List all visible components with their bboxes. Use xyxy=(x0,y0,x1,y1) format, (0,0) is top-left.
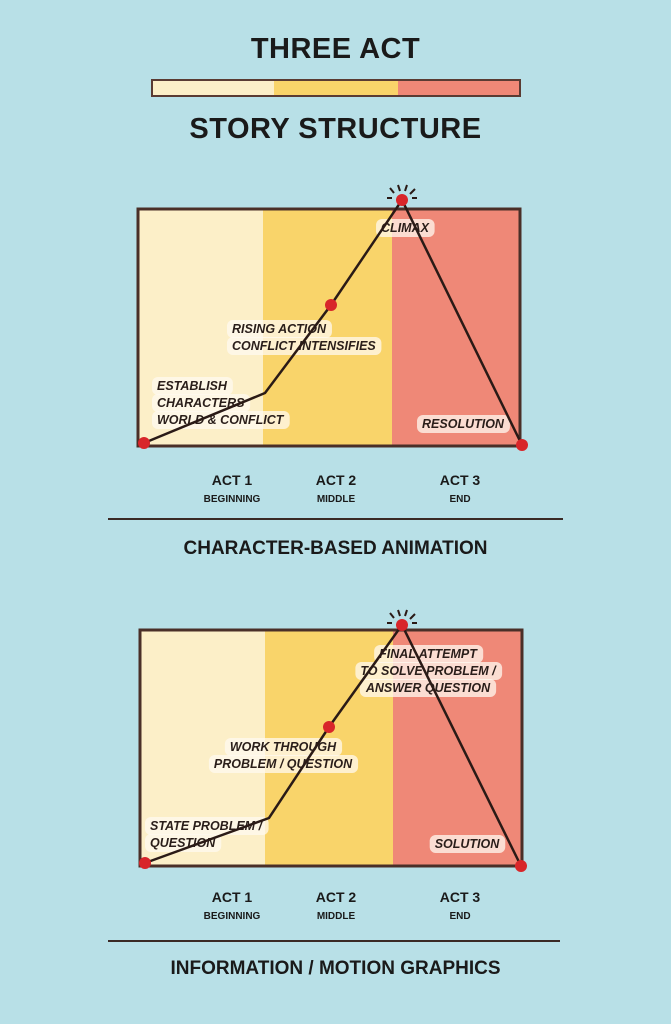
label-highlight xyxy=(376,219,435,237)
act-2: ACT 2 MIDDLE xyxy=(276,889,396,922)
act-name: ACT 3 xyxy=(439,472,481,488)
label-highlight xyxy=(429,835,506,853)
divider xyxy=(108,940,560,942)
label-highlight xyxy=(374,645,484,663)
label-end: RESOLUTION xyxy=(422,417,505,431)
bar-act3 xyxy=(398,81,519,95)
act-name: ACT 2 xyxy=(315,472,357,488)
label-start: QUESTION xyxy=(150,836,216,850)
plot-point xyxy=(139,857,151,869)
act-name: ACT 1 xyxy=(211,889,253,905)
act-name: ACT 2 xyxy=(315,889,357,905)
label-highlight xyxy=(152,377,233,395)
label-highlight xyxy=(208,755,359,773)
act-1: ACT 1 BEGINNING xyxy=(172,889,292,922)
act-name: ACT 3 xyxy=(439,889,481,905)
act-sub: BEGINNING xyxy=(203,494,261,505)
label-end: SOLUTION xyxy=(435,837,501,851)
divider xyxy=(108,518,563,520)
plot-point xyxy=(396,194,408,206)
diagram-frame xyxy=(136,207,522,448)
plot-point xyxy=(396,619,408,631)
plot-point xyxy=(323,721,335,733)
act-3: ACT 3 END xyxy=(400,472,520,505)
label-highlight xyxy=(417,415,510,433)
act-name: ACT 1 xyxy=(211,472,253,488)
label-highlight xyxy=(145,834,222,852)
climax-spark xyxy=(389,612,395,619)
climax-spark xyxy=(409,613,416,620)
label-middle: WORK THROUGH xyxy=(230,740,337,754)
label-highlight xyxy=(227,337,382,355)
climax-spark xyxy=(404,609,408,617)
label-peak: TO SOLVE PROBLEM / xyxy=(360,664,497,678)
diagram-frame xyxy=(138,628,524,868)
caption-2: INFORMATION / MOTION GRAPHICS xyxy=(170,958,501,979)
plot-point xyxy=(325,299,337,311)
climax-spark xyxy=(397,184,401,192)
label-highlight xyxy=(227,320,332,338)
three-color-bar xyxy=(151,79,521,97)
act-sub: END xyxy=(449,911,471,922)
act-sub: MIDDLE xyxy=(316,911,356,922)
label-start: ESTABLISH xyxy=(157,379,228,393)
label-highlight xyxy=(359,679,497,697)
bar-act2 xyxy=(273,81,399,95)
label-start: WORLD & CONFLICT xyxy=(157,413,285,427)
climax-spark xyxy=(409,188,416,195)
climax-spark xyxy=(389,187,395,194)
act-sub: BEGINNING xyxy=(203,911,261,922)
plot-point xyxy=(138,437,150,449)
act-3-region xyxy=(392,209,520,446)
label-peak: ANSWER QUESTION xyxy=(365,681,491,695)
label-highlight xyxy=(355,662,503,680)
label-middle: RISING ACTION xyxy=(232,322,327,336)
plot-point xyxy=(515,860,527,872)
bar-act1 xyxy=(153,81,274,95)
label-start: CHARACTERS xyxy=(157,396,245,410)
label-peak: CLIMAX xyxy=(381,221,430,235)
label-peak: FINAL ATTEMPT xyxy=(379,647,478,661)
label-highlight xyxy=(152,394,251,412)
act-3: ACT 3 END xyxy=(400,889,520,922)
label-middle: PROBLEM / QUESTION xyxy=(214,757,353,771)
title-three-act: THREE ACT xyxy=(250,33,421,65)
act-sub: MIDDLE xyxy=(316,494,356,505)
act-sub: END xyxy=(449,494,471,505)
climax-spark xyxy=(404,184,408,192)
act-1: ACT 1 BEGINNING xyxy=(172,472,292,505)
caption-1: CHARACTER-BASED ANIMATION xyxy=(183,538,488,559)
climax-spark xyxy=(397,609,401,617)
label-middle: CONFLICT INTENSIFIES xyxy=(232,339,376,353)
title-story-structure: STORY STRUCTURE xyxy=(189,113,482,145)
plot-point xyxy=(516,439,528,451)
act-2: ACT 2 MIDDLE xyxy=(276,472,396,505)
